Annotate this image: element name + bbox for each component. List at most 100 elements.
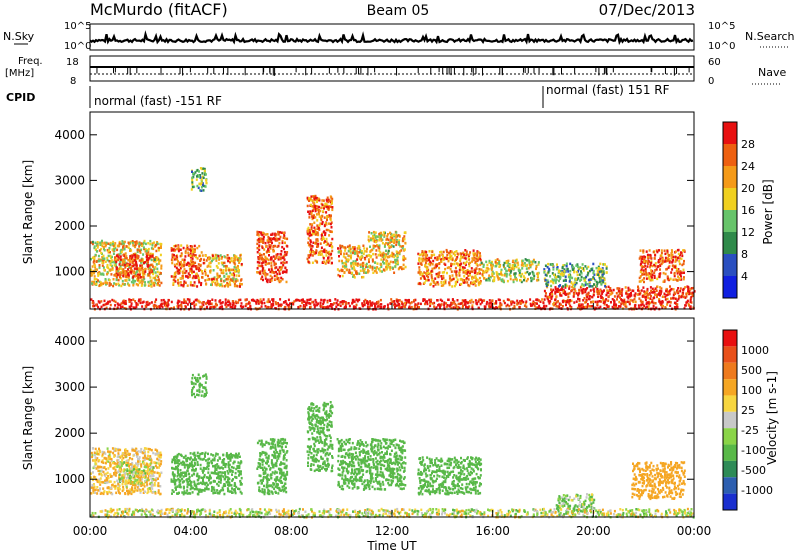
heatmap-cell bbox=[442, 254, 444, 257]
heatmap-cell bbox=[445, 302, 448, 305]
heatmap-cell bbox=[562, 264, 565, 267]
heatmap-cell bbox=[479, 263, 482, 267]
heatmap-cell bbox=[204, 271, 207, 275]
heatmap-cell bbox=[137, 462, 140, 466]
y-tick-label: 4000 bbox=[54, 128, 85, 142]
heatmap-cell bbox=[180, 306, 183, 309]
heatmap-cell bbox=[177, 299, 180, 303]
heatmap-cell bbox=[262, 237, 265, 241]
heatmap-cell bbox=[402, 267, 405, 270]
heatmap-cell bbox=[438, 262, 441, 266]
heatmap-cell bbox=[327, 206, 330, 209]
heatmap-cell bbox=[150, 247, 153, 250]
heatmap-cell bbox=[377, 246, 380, 249]
heatmap-cell bbox=[627, 295, 630, 298]
heatmap-cell bbox=[205, 302, 207, 305]
heatmap-cell bbox=[121, 483, 124, 486]
heatmap-cell bbox=[111, 255, 113, 259]
heatmap-cell bbox=[569, 304, 572, 308]
heatmap-cell bbox=[672, 293, 675, 297]
heatmap-cell bbox=[135, 260, 138, 264]
heatmap-cell bbox=[144, 250, 147, 253]
heatmap-cell bbox=[141, 280, 144, 283]
heatmap-cell bbox=[542, 301, 545, 305]
heatmap-cell bbox=[268, 268, 270, 271]
heatmap-cell bbox=[91, 280, 94, 284]
heatmap-cell bbox=[688, 304, 691, 307]
heatmap-cell bbox=[607, 291, 610, 294]
heatmap-cell bbox=[491, 272, 494, 275]
heatmap-cell bbox=[598, 270, 601, 274]
heatmap-cell bbox=[221, 301, 224, 304]
heatmap-cell bbox=[472, 276, 475, 279]
heatmap-cell bbox=[154, 271, 157, 274]
heatmap-cell bbox=[96, 241, 99, 244]
heatmap-cell bbox=[599, 262, 602, 266]
heatmap-cell bbox=[252, 299, 255, 302]
heatmap-cell bbox=[488, 259, 491, 263]
heatmap-cell bbox=[102, 257, 105, 260]
heatmap-cell bbox=[317, 233, 320, 237]
heatmap-cell bbox=[395, 238, 398, 242]
heatmap-cell bbox=[147, 303, 150, 306]
heatmap-cell bbox=[307, 254, 310, 257]
heatmap-cell bbox=[686, 291, 689, 295]
heatmap-cell bbox=[228, 281, 231, 284]
heatmap-cell bbox=[311, 215, 314, 218]
heatmap-cell bbox=[329, 217, 332, 220]
heatmap-cell bbox=[261, 233, 264, 237]
heatmap-cell bbox=[132, 274, 135, 278]
heatmap-cell bbox=[529, 272, 531, 275]
heatmap-cell bbox=[128, 284, 131, 287]
heatmap-cell bbox=[335, 305, 338, 308]
heatmap-cell bbox=[316, 219, 319, 222]
heatmap-cell bbox=[107, 475, 110, 478]
heatmap-cell bbox=[173, 245, 176, 248]
heatmap-cell bbox=[584, 278, 586, 282]
heatmap-cell bbox=[418, 258, 420, 262]
heatmap-cell bbox=[148, 272, 151, 275]
heatmap-cell bbox=[471, 306, 474, 309]
heatmap-cell bbox=[229, 271, 232, 275]
heatmap-cell bbox=[154, 259, 157, 262]
heatmap-cell bbox=[188, 274, 191, 277]
heatmap-cell bbox=[191, 265, 194, 268]
heatmap-cell bbox=[341, 244, 344, 248]
heatmap-cell bbox=[159, 253, 162, 257]
heatmap-cell bbox=[506, 261, 509, 265]
heatmap-cell bbox=[314, 304, 317, 307]
heatmap-cell bbox=[491, 260, 493, 264]
heatmap-cell bbox=[199, 264, 202, 268]
heatmap-cell bbox=[118, 491, 120, 494]
heatmap-cell bbox=[107, 460, 110, 463]
heatmap-cell bbox=[95, 458, 98, 462]
heatmap-cell bbox=[605, 267, 608, 270]
heatmap-cell bbox=[293, 300, 296, 303]
heatmap-cell bbox=[234, 304, 237, 308]
heatmap-cell bbox=[610, 301, 612, 304]
heatmap-cell bbox=[456, 306, 459, 309]
heatmap-cell bbox=[274, 232, 277, 236]
heatmap-cell bbox=[420, 263, 423, 266]
heatmap-cell bbox=[357, 298, 360, 302]
heatmap-cell bbox=[459, 252, 462, 255]
heatmap-cell bbox=[366, 306, 369, 309]
heatmap-cell bbox=[137, 278, 140, 282]
heatmap-cell bbox=[443, 282, 446, 285]
heatmap-cell bbox=[624, 286, 627, 289]
heatmap-cell bbox=[324, 205, 327, 208]
heatmap-cell bbox=[176, 302, 179, 305]
heatmap-cell bbox=[431, 254, 433, 257]
heatmap-cell bbox=[121, 301, 124, 304]
heatmap-cell bbox=[278, 270, 281, 273]
heatmap-cell bbox=[557, 288, 559, 291]
heatmap-cell bbox=[150, 258, 153, 262]
heatmap-cell bbox=[503, 261, 506, 265]
heatmap-cell bbox=[93, 453, 96, 457]
heatmap-cell bbox=[462, 251, 465, 255]
heatmap-cell bbox=[643, 260, 646, 263]
heatmap-cell bbox=[500, 268, 503, 272]
heatmap-cell bbox=[461, 268, 464, 272]
heatmap-cell bbox=[658, 289, 661, 293]
heatmap-cell bbox=[156, 449, 159, 452]
